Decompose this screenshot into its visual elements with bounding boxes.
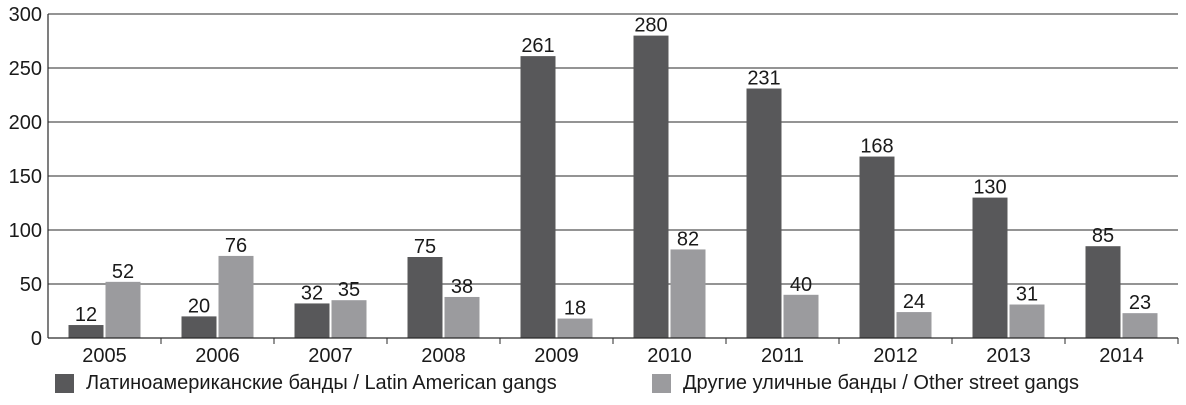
data-label: 35 [338,279,360,301]
bar-other-street-gangs [1122,313,1158,338]
legend-label-other-street-gangs: Другие уличные банды / Other street gang… [683,372,1080,394]
data-label: 52 [112,261,134,283]
x-tick-label: 2014 [1099,345,1144,367]
legend-swatch-latin-american-gangs [55,374,74,393]
data-label: 24 [903,291,925,313]
bar-latin-american-gangs [520,56,556,339]
y-tick-label: 50 [20,274,42,296]
bar-other-street-gangs [1009,304,1045,338]
bar-latin-american-gangs [633,35,669,338]
data-label: 12 [75,304,97,326]
data-label: 40 [790,274,812,296]
data-label: 168 [860,136,893,158]
bar-latin-american-gangs [972,197,1008,338]
legend-item-latin-american-gangs: Латиноамериканские банды / Latin America… [55,372,557,395]
x-tick-label: 2013 [986,345,1031,367]
bar-other-street-gangs [896,312,932,338]
data-label: 18 [564,298,586,320]
bar-other-street-gangs [105,281,141,338]
data-label: 76 [225,235,247,257]
data-label: 130 [973,177,1006,199]
bar-latin-american-gangs [1085,246,1121,338]
x-tick-label: 2010 [647,345,692,367]
x-tick-label: 2005 [82,345,127,367]
legend-swatch-other-street-gangs [652,374,671,393]
x-tick-label: 2007 [308,345,353,367]
x-tick-label: 2009 [534,345,579,367]
y-tick-label: 200 [9,112,42,134]
y-tick-label: 150 [9,166,42,188]
data-label: 31 [1016,284,1038,306]
data-label: 85 [1092,225,1114,247]
gridlines [48,13,1178,285]
bars [68,35,1158,339]
bar-other-street-gangs [557,318,593,338]
x-tick-label: 2008 [421,345,466,367]
data-label: 261 [521,35,554,57]
bar-other-street-gangs [444,296,480,338]
bar-latin-american-gangs [181,316,217,338]
legend: Латиноамериканские банды / Latin America… [0,372,1186,402]
bar-other-street-gangs [670,249,706,338]
bar-other-street-gangs [783,294,819,338]
bar-latin-american-gangs [859,156,895,338]
legend-item-other-street-gangs: Другие уличные банды / Other street gang… [652,372,1079,395]
bar-latin-american-gangs [294,303,330,338]
data-label: 23 [1129,292,1151,314]
data-label: 32 [301,282,323,304]
x-tick-label: 2011 [761,345,804,367]
data-label: 75 [414,236,436,258]
y-tick-label: 0 [31,328,42,350]
bar-latin-american-gangs [746,88,782,339]
x-tick-label: 2012 [873,345,918,367]
legend-label-latin-american-gangs: Латиноамериканские банды / Latin America… [86,372,557,394]
y-tick-label: 300 [9,4,42,26]
data-label: 82 [677,228,699,250]
bar-other-street-gangs [218,255,254,338]
y-axis: 0 50 100 150 200 250 300 [9,4,49,350]
bar-other-street-gangs [331,300,367,338]
bar-latin-american-gangs [407,257,443,338]
bar-latin-american-gangs [68,325,104,338]
data-label: 38 [451,276,473,298]
data-labels: 12 52 20 76 32 35 75 38 261 18 280 82 231 40 168 24 130 3… [75,15,1151,326]
data-label: 20 [188,295,210,317]
y-tick-label: 250 [9,58,42,80]
x-tick-label: 2006 [195,345,240,367]
data-label: 280 [634,15,667,37]
y-tick-label: 100 [9,220,42,242]
data-label: 231 [747,68,780,90]
x-axis: 2005 2006 2007 2008 2009 2010 2011 2012 2013 2014 [48,337,1179,367]
